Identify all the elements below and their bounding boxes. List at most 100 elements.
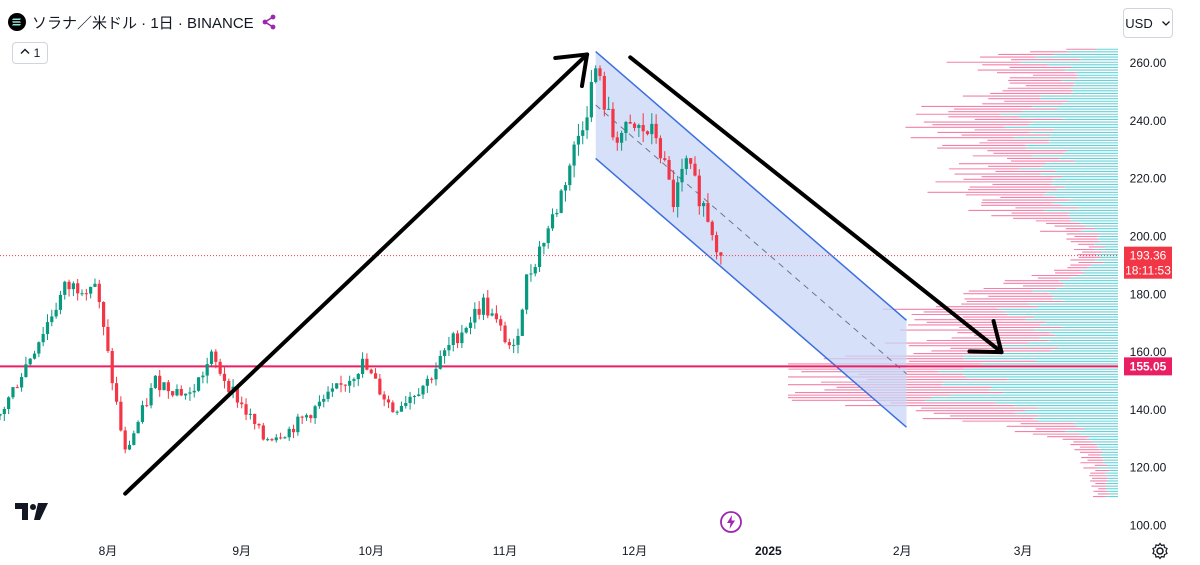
candle-up [451,331,455,352]
lightning-icon[interactable] [719,510,743,539]
candle-down [378,373,382,396]
candle-body [106,326,110,351]
candle-down [654,114,658,144]
candle-up [680,158,684,192]
candle-down [671,170,675,213]
candle-up [19,373,24,392]
candle-body [399,405,404,412]
candle-body [391,402,395,412]
tradingview-logo-icon[interactable] [14,502,50,527]
candle-body [313,406,317,419]
candle-body [7,397,11,410]
candle-up [162,382,166,391]
candle-up [542,242,546,255]
candle-body [676,182,680,207]
candle-body [378,378,382,395]
candle-up [41,326,45,347]
level-price-label: 155.05 [1124,357,1172,376]
candle-body [607,108,611,110]
candle-up [322,394,326,408]
candle-body [205,364,209,376]
candle-down [365,353,369,371]
candle-down [689,157,693,170]
candle-body [559,190,563,213]
x-tick-label: 2025 [755,544,782,558]
indicator-toggle-button[interactable]: 1 [12,42,48,64]
candle-up [317,395,322,409]
candle-body [494,313,499,320]
currency-selector[interactable]: USD [1123,8,1173,38]
candle-up [594,65,598,84]
candle-up [58,290,63,315]
trend-arrow-2 [628,55,1004,355]
candle-body [490,313,494,316]
candle-down [240,396,244,409]
candle-down [343,384,347,392]
candle-body [28,358,32,365]
candle-body [352,379,356,381]
candle-body [218,361,222,374]
candle-body [550,214,555,229]
candle-up [555,208,559,218]
candle-body [697,175,701,207]
candle-up [425,375,429,393]
candle-body [309,415,313,419]
y-tick-label: 260.00 [1130,56,1167,70]
candle-body [266,439,270,441]
candle-body [546,228,550,243]
candle-up [412,394,416,405]
candle-up [525,274,529,315]
candle-up [395,410,399,415]
candle-up [24,356,28,378]
candle-body [296,416,300,433]
candle-down [278,432,283,440]
candle-down [222,366,227,389]
share-icon[interactable] [260,13,278,31]
candle-body [658,138,663,159]
candle-down [507,338,511,350]
candle-up [585,106,589,139]
candle-up [619,130,624,151]
candle-body [235,386,240,403]
candle-body [689,158,693,164]
candle-down [119,396,123,432]
x-tick-label: 12月 [622,544,647,558]
candle-body [37,342,41,354]
candle-body [45,322,50,335]
candle-up [563,181,568,202]
candle-down [719,252,723,265]
candle-body [525,274,529,310]
candle-down [658,135,663,164]
gear-icon[interactable] [1151,542,1169,565]
candle-body [326,391,330,399]
candle-body [468,322,473,328]
candle-body [317,401,322,407]
candle-body [274,437,278,441]
candle-body [158,375,162,391]
candle-up [127,440,132,451]
candle-down [391,400,395,413]
channel-fill [595,51,907,428]
candle-down [499,315,503,331]
candle-down [309,414,313,423]
candle-body [529,273,533,275]
candle-body [447,345,451,351]
y-tick-label: 160.00 [1130,345,1167,359]
candle-up [2,406,6,421]
candle-down [218,358,222,376]
candle-up [326,386,330,402]
candle-body [563,185,568,191]
candle-up [624,120,628,141]
candle-up [490,308,494,317]
candle-up [248,408,252,420]
candle-up [11,387,15,400]
symbol-title[interactable]: ソラナ／米ドル · 1日 · BINANCE [32,14,254,32]
candle-body [438,356,442,369]
candle-up [335,383,339,390]
x-tick-label: 11月 [493,544,517,558]
candle-body [166,382,170,392]
candle-up [481,293,486,321]
candle-up [89,286,93,299]
candle-down [15,384,19,389]
